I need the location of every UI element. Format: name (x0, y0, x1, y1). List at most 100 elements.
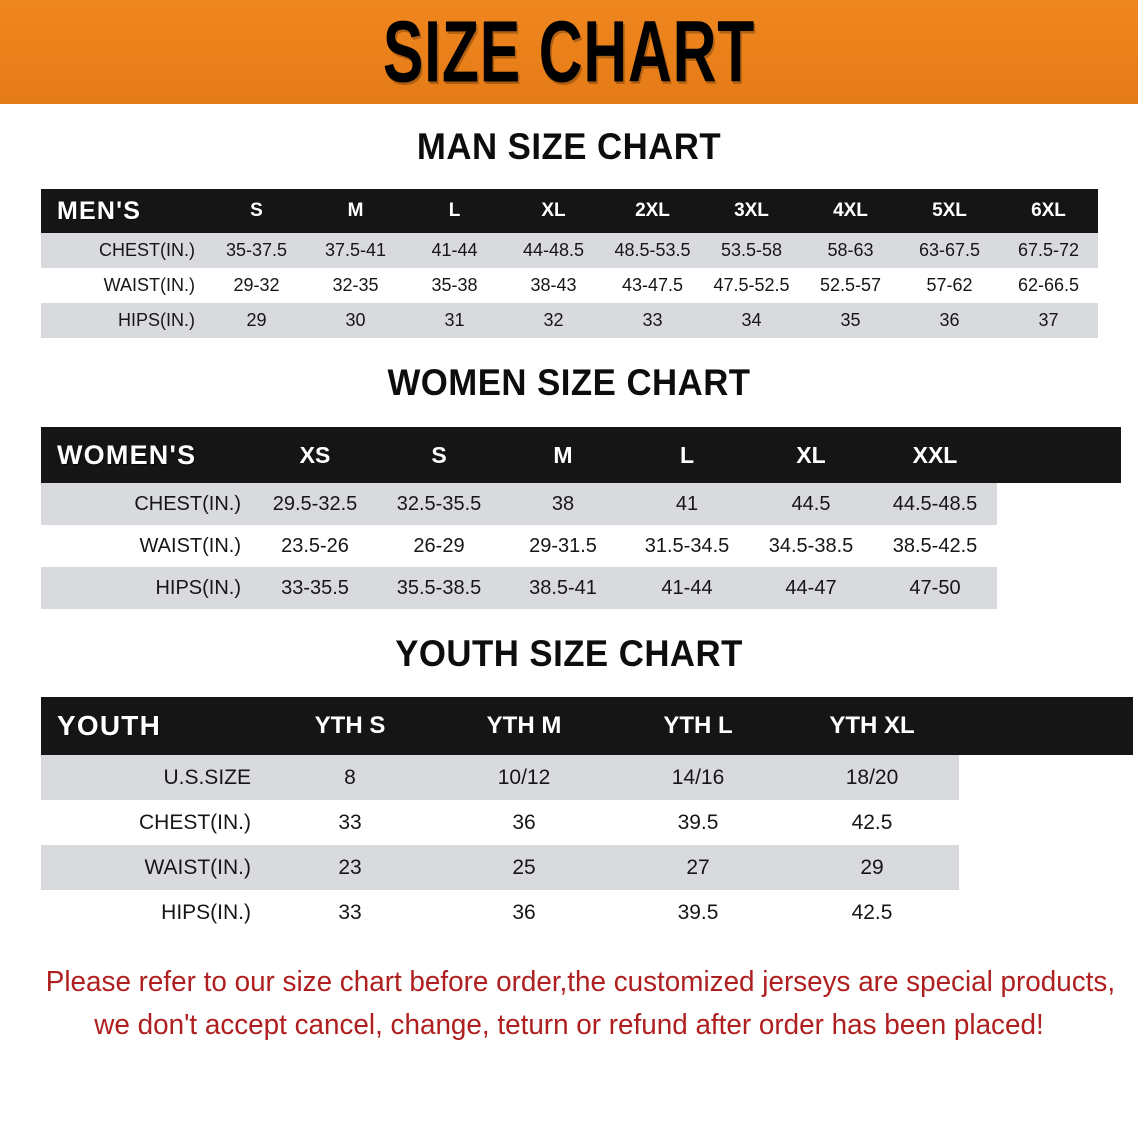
table-cell: 35-37.5 (207, 233, 306, 268)
table-cell: 39.5 (611, 890, 785, 935)
table-cell: 18/20 (785, 755, 959, 800)
table-cell-empty (959, 890, 1133, 935)
table-cell: 43-47.5 (603, 268, 702, 303)
man-header-label: MEN'S (41, 189, 207, 233)
table-cell: 42.5 (785, 800, 959, 845)
table-cell-empty (997, 483, 1121, 525)
table-cell: 35 (801, 303, 900, 338)
table-cell-empty (959, 845, 1133, 890)
man-column-header-2xl: 2XL (603, 189, 702, 233)
page-title: SIZE CHART (382, 2, 756, 101)
table-cell: 31.5-34.5 (625, 525, 749, 567)
table-cell: 38.5-42.5 (873, 525, 997, 567)
disclaimer-line-2: we don't accept cancel, change, teturn o… (94, 1008, 1044, 1041)
youth-column-header-yth-l: YTH L (611, 697, 785, 755)
youth-row-label: CHEST(IN.) (41, 800, 263, 845)
man-row-label: CHEST(IN.) (41, 233, 207, 268)
table-cell: 38 (501, 483, 625, 525)
man-size-table: MEN'S S M L XL 2XL 3XL 4XL 5XL 6XL CHEST(IN.) 35-… (41, 189, 1098, 338)
table-cell: 10/12 (437, 755, 611, 800)
man-table-wrap: MEN'S S M L XL 2XL 3XL 4XL 5XL 6XL CHEST(IN.) 35-… (41, 189, 1098, 338)
table-cell: 33 (263, 800, 437, 845)
table-cell: 32-35 (306, 268, 405, 303)
youth-header-label: YOUTH (41, 697, 263, 755)
youth-column-header-yth-s: YTH S (263, 697, 437, 755)
women-column-header-xl: XL (749, 427, 873, 483)
man-row-label: WAIST(IN.) (41, 268, 207, 303)
table-row: WAIST(IN.) 23.5-26 26-29 29-31.5 31.5-34.5 34… (41, 525, 1121, 567)
table-cell: 26-29 (377, 525, 501, 567)
youth-column-header-yth-xl: YTH XL (785, 697, 959, 755)
table-cell: 29-32 (207, 268, 306, 303)
youth-size-table: YOUTH YTH S YTH M YTH L YTH XL U.S.SIZE 8 10/… (41, 697, 1133, 935)
table-cell-empty (959, 755, 1133, 800)
youth-table-header-row: YOUTH YTH S YTH M YTH L YTH XL (41, 697, 1133, 755)
table-cell: 53.5-58 (702, 233, 801, 268)
table-cell: 32.5-35.5 (377, 483, 501, 525)
man-column-header-s: S (207, 189, 306, 233)
table-cell: 63-67.5 (900, 233, 999, 268)
women-header-label: WOMEN'S (41, 427, 253, 483)
women-column-header-m: M (501, 427, 625, 483)
table-cell: 47.5-52.5 (702, 268, 801, 303)
table-cell-empty (997, 525, 1121, 567)
youth-column-header-empty (959, 697, 1133, 755)
women-table-header-row: WOMEN'S XS S M L XL XXL (41, 427, 1121, 483)
man-row-label: HIPS(IN.) (41, 303, 207, 338)
table-cell: 47-50 (873, 567, 997, 609)
women-column-header-empty (997, 427, 1121, 483)
man-column-header-3xl: 3XL (702, 189, 801, 233)
table-cell: 30 (306, 303, 405, 338)
table-cell: 38.5-41 (501, 567, 625, 609)
man-section-title: MAN SIZE CHART (416, 126, 722, 167)
table-cell: 41-44 (625, 567, 749, 609)
table-cell: 44.5-48.5 (873, 483, 997, 525)
table-cell: 44.5 (749, 483, 873, 525)
table-cell: 35.5-38.5 (377, 567, 501, 609)
table-cell: 25 (437, 845, 611, 890)
table-cell: 37 (999, 303, 1098, 338)
table-cell: 36 (437, 800, 611, 845)
table-cell: 14/16 (611, 755, 785, 800)
order-policy-disclaimer: Please refer to our size chart before or… (45, 961, 1116, 1047)
man-column-header-5xl: 5XL (900, 189, 999, 233)
table-cell: 32 (504, 303, 603, 338)
table-cell: 57-62 (900, 268, 999, 303)
table-cell: 35-38 (405, 268, 504, 303)
table-cell: 33 (263, 890, 437, 935)
man-column-header-4xl: 4XL (801, 189, 900, 233)
table-cell: 38-43 (504, 268, 603, 303)
table-row: HIPS(IN.) 33-35.5 35.5-38.5 38.5-41 41-44 44-… (41, 567, 1121, 609)
man-column-header-m: M (306, 189, 405, 233)
women-row-label: HIPS(IN.) (41, 567, 253, 609)
man-column-header-xl: XL (504, 189, 603, 233)
women-column-header-xxl: XXL (873, 427, 997, 483)
table-cell: 36 (900, 303, 999, 338)
table-cell: 33-35.5 (253, 567, 377, 609)
women-column-header-xs: XS (253, 427, 377, 483)
man-column-header-6xl: 6XL (999, 189, 1098, 233)
table-cell: 37.5-41 (306, 233, 405, 268)
youth-row-label: U.S.SIZE (41, 755, 263, 800)
table-cell: 36 (437, 890, 611, 935)
table-cell-empty (959, 800, 1133, 845)
youth-row-label: HIPS(IN.) (41, 890, 263, 935)
table-cell: 34 (702, 303, 801, 338)
youth-table-wrap: YOUTH YTH S YTH M YTH L YTH XL U.S.SIZE 8 10/… (41, 697, 1133, 935)
women-size-table: WOMEN'S XS S M L XL XXL CHEST(IN.) 29.5-32.5 32… (41, 427, 1121, 609)
youth-row-label: WAIST(IN.) (41, 845, 263, 890)
table-row: CHEST(IN.) 29.5-32.5 32.5-35.5 38 41 44.5 44.5… (41, 483, 1121, 525)
table-cell: 41 (625, 483, 749, 525)
table-cell: 29 (785, 845, 959, 890)
table-cell: 44-48.5 (504, 233, 603, 268)
table-row: CHEST(IN.) 33 36 39.5 42.5 (41, 800, 1133, 845)
women-column-header-l: L (625, 427, 749, 483)
table-cell: 42.5 (785, 890, 959, 935)
table-cell: 31 (405, 303, 504, 338)
table-cell: 33 (603, 303, 702, 338)
table-cell-empty (997, 567, 1121, 609)
disclaimer-line-1: Please refer to our size chart before or… (45, 966, 1116, 998)
table-cell: 29-31.5 (501, 525, 625, 567)
women-section-title: WOMEN SIZE CHART (387, 362, 751, 403)
table-row: HIPS(IN.) 33 36 39.5 42.5 (41, 890, 1133, 935)
